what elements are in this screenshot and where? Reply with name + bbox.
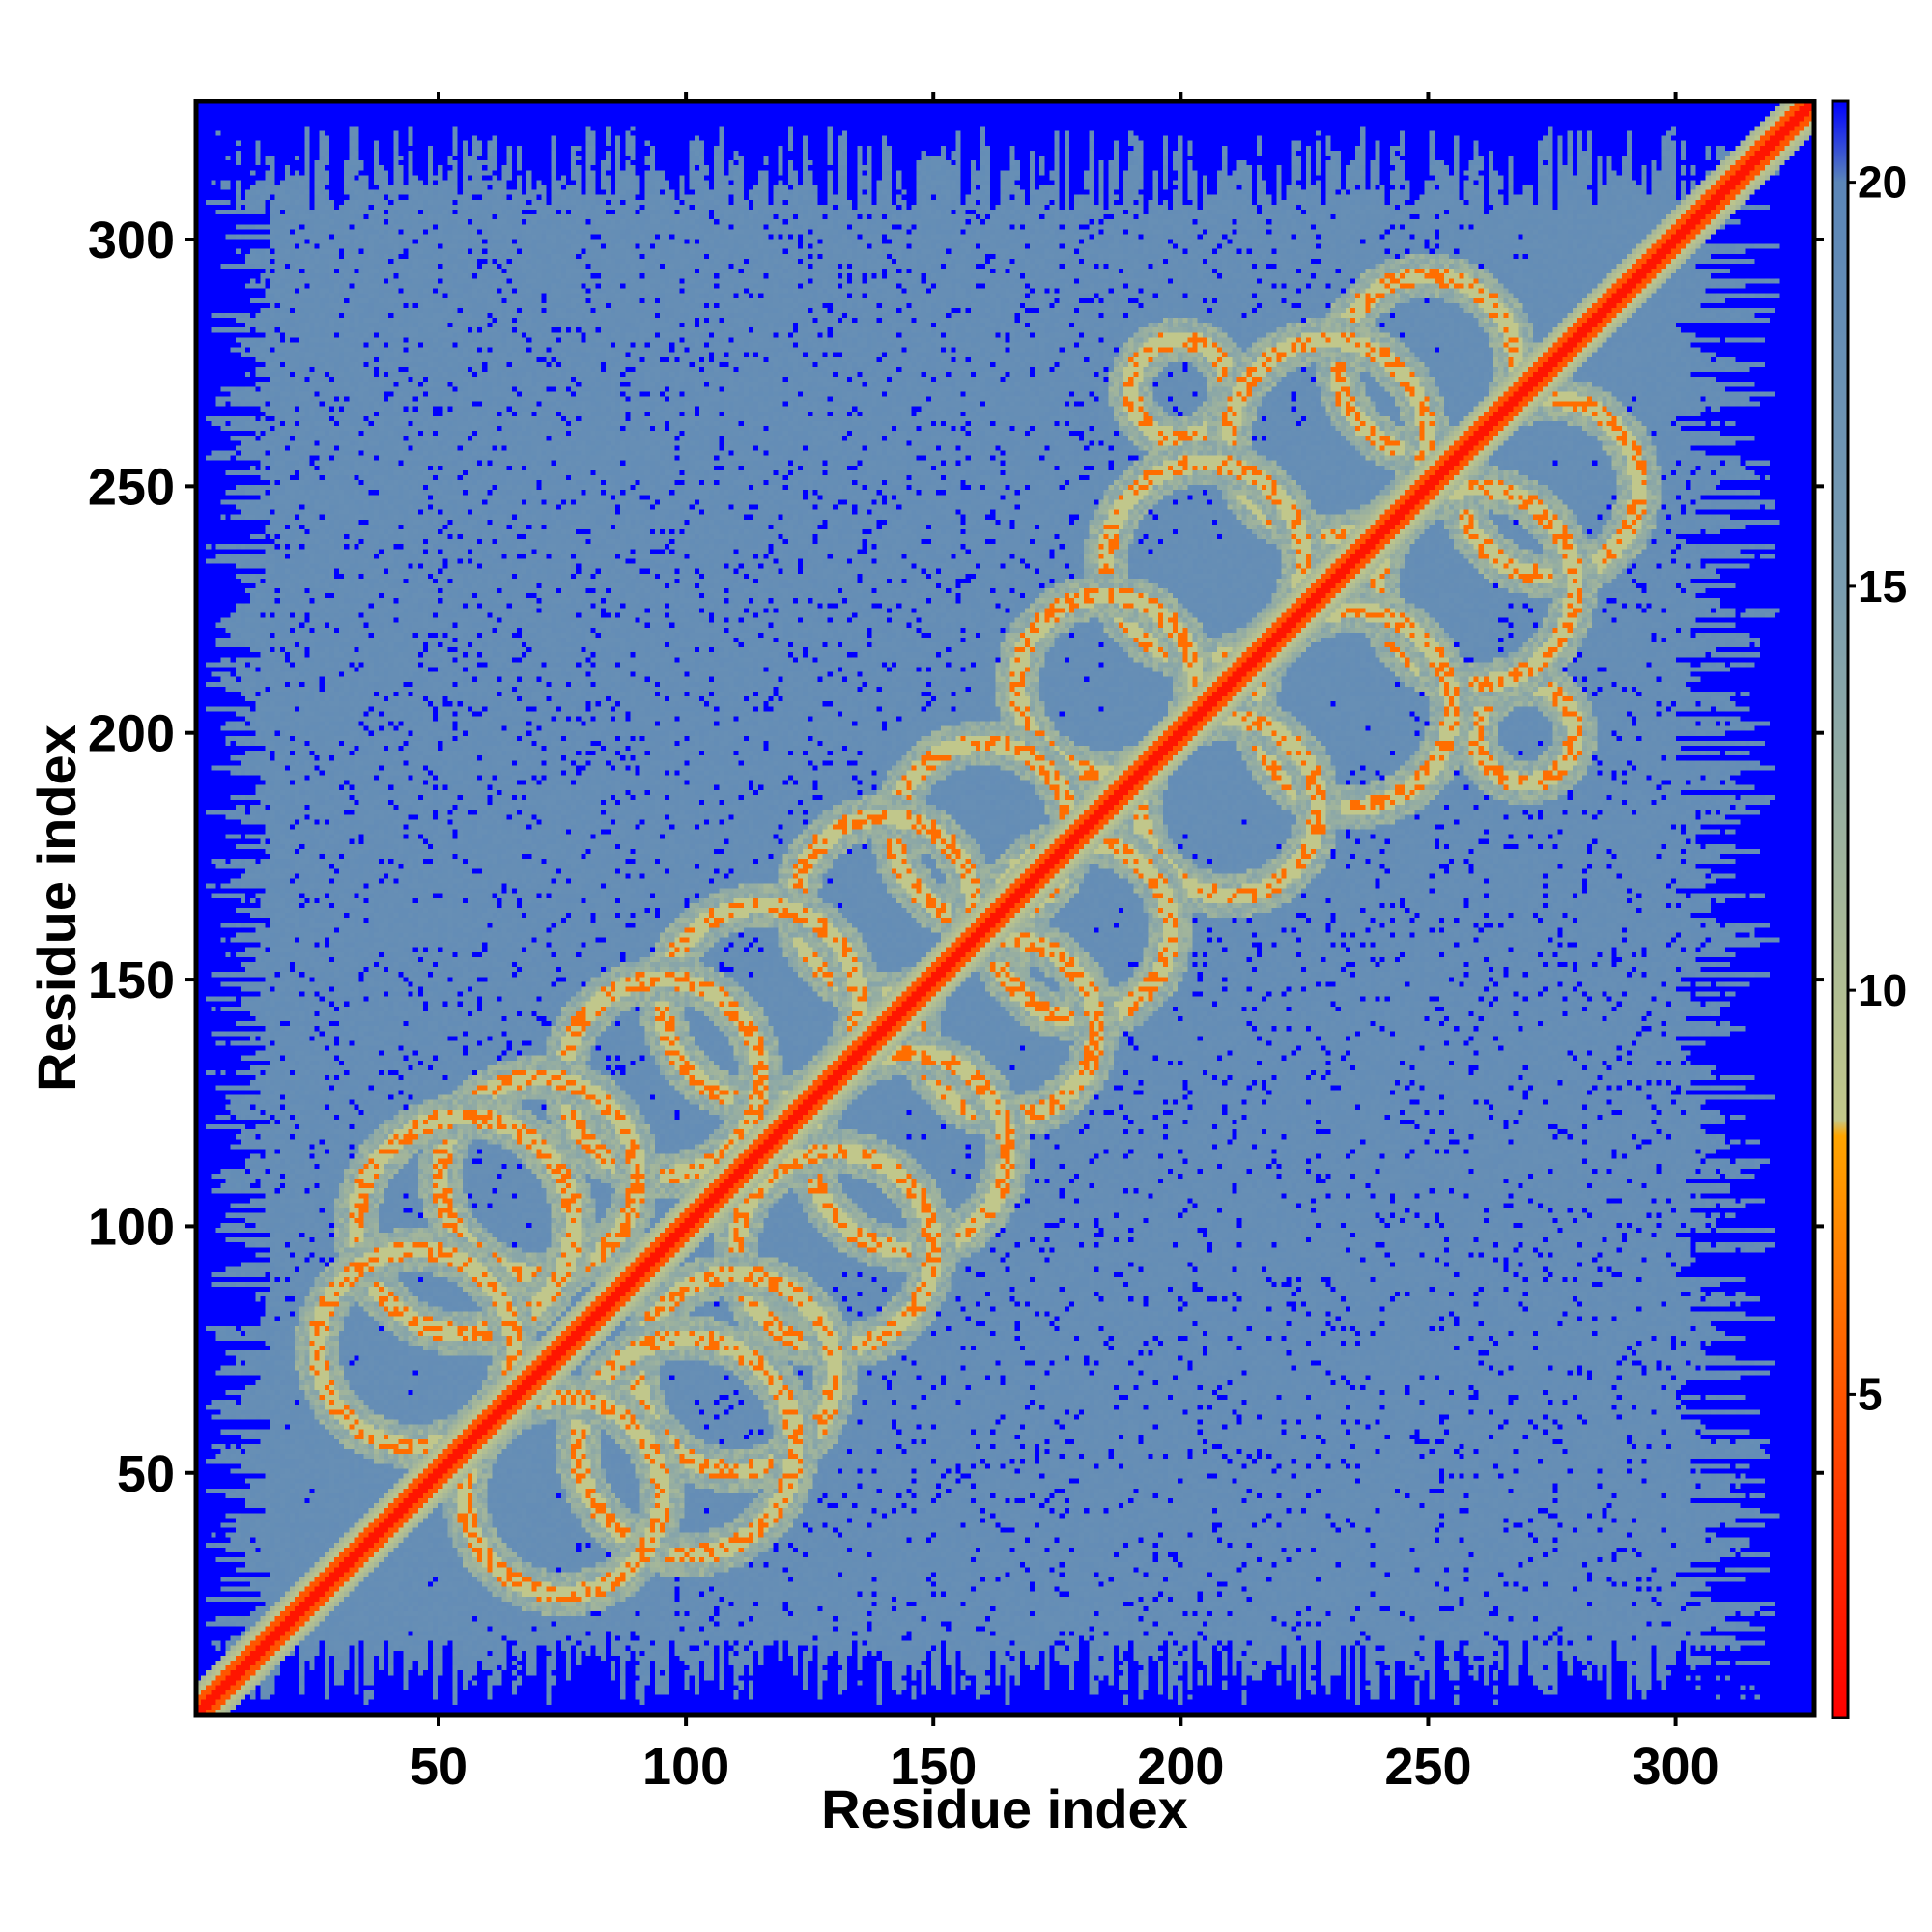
y-tick-label: 100 xyxy=(88,1198,175,1256)
x-axis-title: Residue index xyxy=(821,1778,1188,1839)
x-tick-label: 50 xyxy=(410,1738,468,1796)
colorbar: 5 10 15 20 xyxy=(1831,99,1907,1719)
colorbar-tick-label: 15 xyxy=(1858,561,1907,611)
y-axis-title: Residue index xyxy=(26,724,87,1092)
y-tick-label: 150 xyxy=(88,952,175,1009)
y-tick-label: 50 xyxy=(117,1445,175,1503)
x-tick-label: 200 xyxy=(1137,1738,1224,1796)
x-tick-label: 250 xyxy=(1384,1738,1471,1796)
colorbar-tick-label: 5 xyxy=(1858,1369,1883,1419)
y-tick-label: 200 xyxy=(88,705,175,763)
x-tick-label: 150 xyxy=(890,1738,977,1796)
x-tick-label: 300 xyxy=(1633,1738,1719,1796)
colorbar-tick-label: 20 xyxy=(1858,157,1907,208)
colorbar-tick-label: 10 xyxy=(1858,965,1907,1015)
heatmap-cells xyxy=(196,101,1814,1715)
y-tick-label: 250 xyxy=(88,458,175,516)
colorbar-gradient xyxy=(1831,99,1850,1719)
plot-frame xyxy=(193,99,1817,1718)
y-tick-label: 300 xyxy=(88,212,175,270)
heatmap-image xyxy=(196,101,1814,1715)
axis-ticks: 50 100 150 200 250 300 50 100 150 200 250 300 xyxy=(88,92,1824,1796)
x-tick-label: 100 xyxy=(642,1738,729,1796)
